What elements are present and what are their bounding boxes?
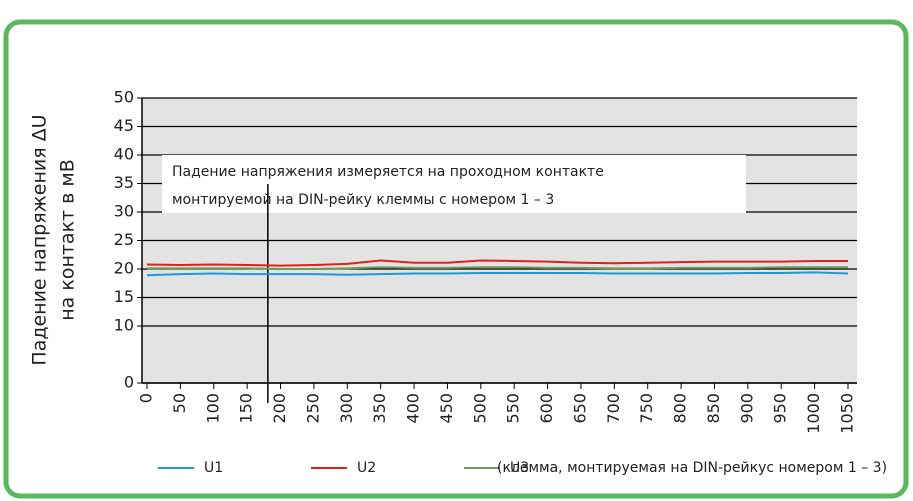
- x-tick-label: 800: [671, 393, 690, 424]
- y-tick-label: 50: [114, 88, 134, 107]
- x-tick-label: 500: [470, 393, 489, 424]
- y-label: на контакт в мВ: [57, 159, 79, 321]
- x-tick-label: 150: [237, 393, 256, 424]
- x-tick-label: 450: [437, 393, 456, 424]
- y-tick-label: 40: [114, 145, 134, 164]
- series-line: [146, 259, 848, 267]
- x-tick-label: 950: [771, 393, 790, 424]
- annotation: монтируемой на DIN-рейку клеммы с номеро…: [172, 192, 554, 208]
- x-tick-label: 1050: [837, 393, 856, 434]
- x-tick-label: 550: [504, 393, 523, 424]
- y-tick-label: 35: [114, 173, 134, 192]
- x-tick-label: 850: [704, 393, 723, 424]
- y-tick-label: 0: [124, 373, 134, 392]
- x-tick-label: 650: [570, 393, 589, 424]
- x-tick-label: 750: [637, 393, 656, 424]
- annotation-box: [162, 155, 746, 213]
- x-tick-label: 300: [337, 393, 356, 424]
- y-tick-label: 15: [114, 287, 134, 306]
- x-tick-label: 200: [270, 393, 289, 424]
- legend-label: U1: [204, 460, 223, 476]
- note: (клемма, монтируемая на DIN-рейкус номер…: [497, 460, 887, 476]
- x-tick-label: 0: [137, 393, 156, 403]
- y-tick-label: 25: [114, 230, 134, 249]
- x-tick-label: 600: [537, 393, 556, 424]
- annotation: Падение напряжения измеряется на проходн…: [172, 164, 604, 180]
- y-label: Падение напряжения ΔU: [29, 114, 51, 365]
- legend-label: U2: [357, 460, 376, 476]
- series-line: [146, 271, 849, 277]
- x-tick-label: 400: [404, 393, 423, 424]
- y-tick-label: 10: [114, 316, 134, 335]
- y-tick-label: 30: [114, 202, 134, 221]
- x-tick-label: 700: [604, 393, 623, 424]
- x-tick-label: 900: [737, 393, 756, 424]
- legend-label: U3: [510, 460, 529, 476]
- x-tick-label: 250: [303, 393, 322, 424]
- y-tick-label: 45: [114, 116, 134, 135]
- x-tick-label: 350: [370, 393, 389, 424]
- series-line: [147, 266, 848, 270]
- x-tick-label: 1000: [804, 393, 823, 434]
- x-tick-label: 100: [203, 393, 222, 424]
- y-tick-label: 20: [114, 259, 134, 278]
- x-tick-label: 50: [170, 393, 189, 413]
